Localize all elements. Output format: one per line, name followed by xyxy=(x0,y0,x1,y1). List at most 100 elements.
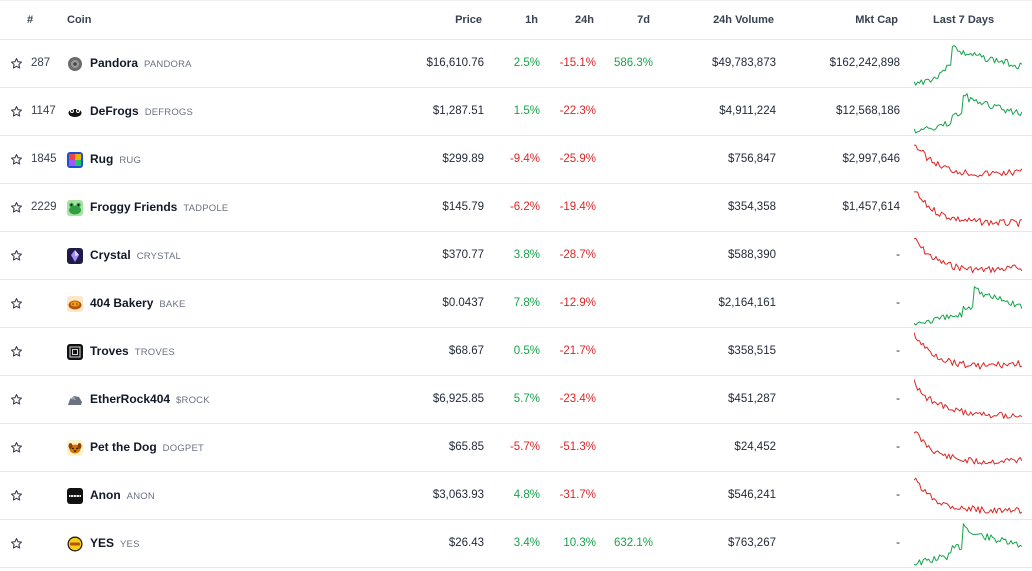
star-icon[interactable] xyxy=(10,537,23,550)
change-1h: 5.7% xyxy=(513,393,540,405)
table-row[interactable]: 1845 Rug RUG $299.89 -9.4% -25.9% $756,847 $2,9… xyxy=(0,136,1032,184)
market-cap: - xyxy=(896,345,900,357)
rug-icon xyxy=(67,152,83,168)
volume-24h: $588,390 xyxy=(728,249,776,261)
volume-24h: $2,164,161 xyxy=(718,297,776,309)
sparkline-7d xyxy=(914,379,1022,419)
star-icon[interactable] xyxy=(10,345,23,358)
change-24h: -31.7% xyxy=(559,489,596,501)
coin-name-link[interactable]: YES YES xyxy=(90,536,140,550)
sparkline-7d xyxy=(914,477,1022,514)
table-row[interactable]: EtherRock404 $ROCK $6,925.85 5.7% -23.4% $451… xyxy=(0,376,1032,424)
coin-symbol: DOGPET xyxy=(162,443,204,454)
change-1h: 4.8% xyxy=(513,489,540,501)
coin-price: $3,063.93 xyxy=(432,489,484,501)
table-row[interactable]: Anon ANON $3,063.93 4.8% -31.7% $546,241 - xyxy=(0,472,1032,520)
header-market-cap[interactable]: Mkt Cap xyxy=(855,14,898,26)
change-1h: -5.7% xyxy=(509,441,540,453)
table-row[interactable]: 2229 Froggy Friends TADPOLE $145.79 -6.2% -19… xyxy=(0,184,1032,232)
header-rank[interactable]: # xyxy=(27,14,34,26)
market-cap: $2,997,646 xyxy=(842,153,900,165)
star-icon[interactable] xyxy=(10,489,23,502)
change-24h: -21.7% xyxy=(559,345,596,357)
change-1h: -9.4% xyxy=(509,153,540,165)
coin-price: $6,925.85 xyxy=(432,393,484,405)
coin-price: $0.0437 xyxy=(442,297,484,309)
table-row[interactable]: Pet the Dog DOGPET $65.85 -5.7% -51.3% $24,45… xyxy=(0,424,1032,472)
market-cap: $1,457,614 xyxy=(842,201,900,213)
coin-rank: 1845 xyxy=(31,153,57,165)
coin-price: $16,610.76 xyxy=(426,57,484,69)
coin-name-link[interactable]: EtherRock404 $ROCK xyxy=(90,392,210,406)
coin-name-link[interactable]: Pandora PANDORA xyxy=(90,56,192,70)
star-icon[interactable] xyxy=(10,249,23,262)
change-1h: 3.8% xyxy=(513,249,540,261)
coin-name-link[interactable]: Troves TROVES xyxy=(90,344,175,358)
volume-24h: $451,287 xyxy=(728,393,776,405)
market-cap: - xyxy=(896,297,900,309)
coin-symbol: RUG xyxy=(119,155,142,166)
coin-name-link[interactable]: Rug RUG xyxy=(90,152,141,166)
star-icon[interactable] xyxy=(10,105,23,118)
coin-name: 404 Bakery xyxy=(90,296,154,310)
change-24h: -12.9% xyxy=(559,297,596,309)
table-row[interactable]: Crystal CRYSTAL $370.77 3.8% -28.7% $588,390 - xyxy=(0,232,1032,280)
coin-name: DeFrogs xyxy=(90,104,139,118)
bakery-icon xyxy=(67,296,83,312)
table-row[interactable]: 287 Pandora PANDORA $16,610.76 2.5% -15.1% 586… xyxy=(0,40,1032,88)
coin-rank: 1147 xyxy=(31,105,56,117)
table-row[interactable]: Troves TROVES $68.67 0.5% -21.7% $358,515 - xyxy=(0,328,1032,376)
change-24h: -23.4% xyxy=(559,393,596,405)
star-icon[interactable] xyxy=(10,393,23,406)
coin-name: Froggy Friends xyxy=(90,200,178,214)
volume-24h: $358,515 xyxy=(728,345,776,357)
coin-price: $68.67 xyxy=(448,345,484,357)
sparkline-7d xyxy=(914,191,1022,228)
coin-symbol: PANDORA xyxy=(144,59,192,70)
change-1h: 3.4% xyxy=(513,537,540,549)
star-icon[interactable] xyxy=(10,297,23,310)
volume-24h: $546,241 xyxy=(728,489,776,501)
coin-name-link[interactable]: Anon ANON xyxy=(90,488,155,502)
coin-symbol: TROVES xyxy=(134,347,175,358)
header-price[interactable]: Price xyxy=(455,14,482,26)
coin-name-link[interactable]: DeFrogs DEFROGS xyxy=(90,104,193,118)
coin-price: $26.43 xyxy=(448,537,484,549)
star-icon[interactable] xyxy=(10,57,23,70)
coin-name: Troves xyxy=(90,344,129,358)
coin-symbol: TADPOLE xyxy=(183,203,229,214)
header-7d[interactable]: 7d xyxy=(637,14,650,26)
coin-name: Crystal xyxy=(90,248,131,262)
change-24h: -51.3% xyxy=(559,441,596,453)
change-1h: 0.5% xyxy=(513,345,540,357)
header-24h[interactable]: 24h xyxy=(575,14,594,26)
sparkline-7d xyxy=(914,286,1022,326)
table-row[interactable]: YES YES $26.43 3.4% 10.3% 632.1% $763,267 - xyxy=(0,520,1032,568)
coin-name-link[interactable]: Crystal CRYSTAL xyxy=(90,248,181,262)
change-24h: -28.7% xyxy=(559,249,596,261)
market-cap: $12,568,186 xyxy=(836,105,900,117)
coin-symbol: YES xyxy=(120,539,140,550)
header-volume[interactable]: 24h Volume xyxy=(713,14,774,26)
coin-name: Rug xyxy=(90,152,114,166)
froggy-icon xyxy=(67,200,83,216)
coin-price: $370.77 xyxy=(442,249,484,261)
coin-price: $299.89 xyxy=(442,153,484,165)
table-row[interactable]: 1147 DeFrogs DEFROGS $1,287.51 1.5% -22.3% $4,… xyxy=(0,88,1032,136)
sparkline-7d xyxy=(914,93,1022,134)
coin-name: EtherRock404 xyxy=(90,392,171,406)
coin-name-link[interactable]: Pet the Dog DOGPET xyxy=(90,440,204,454)
market-cap: - xyxy=(896,393,900,405)
coin-name-link[interactable]: 404 Bakery BAKE xyxy=(90,296,186,310)
change-24h: -25.9% xyxy=(559,153,596,165)
table-row[interactable]: 404 Bakery BAKE $0.0437 7.8% -12.9% $2,164,16… xyxy=(0,280,1032,328)
coin-price: $1,287.51 xyxy=(432,105,484,117)
volume-24h: $763,267 xyxy=(728,537,776,549)
star-icon[interactable] xyxy=(10,201,23,214)
change-1h: 1.5% xyxy=(513,105,540,117)
star-icon[interactable] xyxy=(10,153,23,166)
header-coin[interactable]: Coin xyxy=(67,14,92,26)
coin-name-link[interactable]: Froggy Friends TADPOLE xyxy=(90,200,228,214)
header-1h[interactable]: 1h xyxy=(525,14,538,26)
star-icon[interactable] xyxy=(10,441,23,454)
